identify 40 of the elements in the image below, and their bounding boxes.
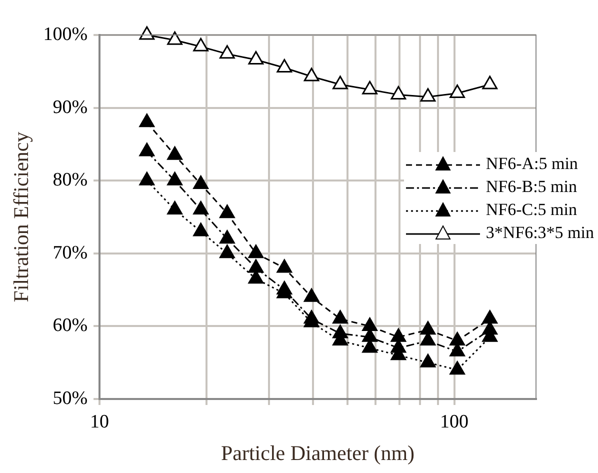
point — [219, 230, 235, 244]
x-axis-title: Particle Diameter (nm) — [220, 440, 415, 465]
y-axis-title: Filtration Efficiency — [9, 131, 34, 302]
y-tick-label: 100% — [43, 24, 88, 45]
point — [450, 332, 465, 346]
point — [332, 76, 348, 90]
point — [248, 259, 264, 273]
point — [304, 310, 320, 324]
point — [276, 59, 292, 73]
point — [248, 244, 264, 258]
point — [304, 288, 320, 302]
point — [276, 259, 292, 273]
y-tick-label: 80% — [52, 170, 88, 191]
x-tick-label: 100 — [440, 411, 469, 432]
point — [304, 68, 320, 82]
point — [450, 361, 465, 375]
point — [332, 324, 348, 338]
point — [248, 51, 264, 64]
y-tick-label: 70% — [52, 242, 88, 264]
y-tick-label: 90% — [52, 96, 88, 118]
point — [390, 86, 406, 100]
point — [362, 317, 378, 331]
point — [219, 244, 235, 258]
x-tick-label: 10 — [90, 411, 110, 432]
point — [420, 88, 436, 102]
point — [420, 321, 436, 335]
point — [332, 310, 348, 324]
point — [420, 354, 436, 368]
point — [362, 80, 378, 94]
legend-label: NF6-C:5 min — [486, 199, 577, 221]
point — [219, 204, 235, 218]
y-tick-label: 50% — [52, 388, 88, 409]
point — [219, 45, 235, 59]
point — [450, 84, 465, 98]
legend-label: NF6-B:5 min — [486, 176, 577, 198]
point — [390, 328, 406, 342]
legend-label: 3*NF6:3*5 min — [486, 222, 594, 244]
point — [276, 281, 292, 295]
legend-label: NF6-A:5 min — [486, 153, 578, 175]
y-tick-label: 60% — [52, 315, 88, 336]
